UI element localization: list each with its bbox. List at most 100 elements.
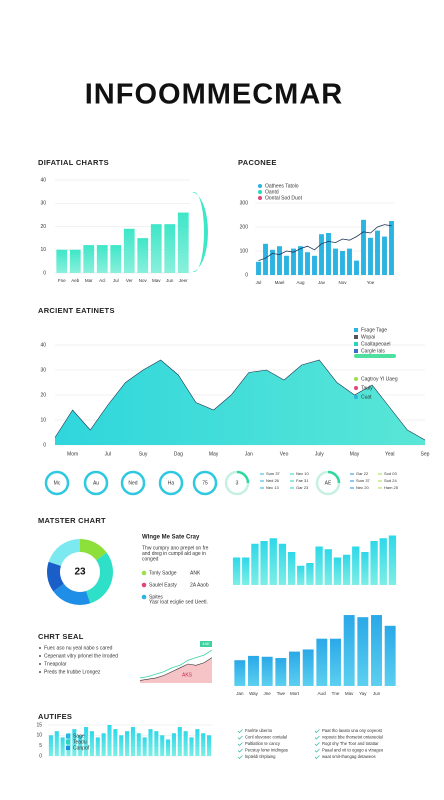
bar — [298, 246, 303, 275]
text-body: and dreg in cumpil ald age in — [142, 551, 206, 557]
check-icon — [314, 729, 320, 733]
bar — [69, 249, 81, 273]
bar — [316, 638, 328, 686]
check-icon — [314, 755, 320, 759]
y-tick-label: 10 — [40, 417, 46, 423]
x-tick-label: Jul — [256, 280, 262, 285]
key-label: Fae 31 — [296, 478, 309, 483]
bar — [342, 554, 351, 585]
y-tick-label: 20 — [40, 224, 46, 230]
legend-swatch — [354, 386, 358, 390]
x-tick-label: Aeb — [71, 278, 80, 283]
key-label: Ned 26 — [266, 478, 280, 483]
bar — [343, 615, 355, 686]
check-icon — [314, 742, 320, 746]
ring — [120, 470, 146, 496]
bar — [330, 638, 341, 686]
legend-label: Tauly — [361, 385, 373, 391]
bar — [354, 260, 359, 275]
x-tick-label: Yay — [359, 691, 367, 696]
x-tick-label: May — [209, 451, 219, 457]
ring-arc — [327, 470, 341, 484]
x-tick-label: Fne — [58, 278, 66, 283]
bar — [371, 615, 382, 686]
bar — [352, 546, 360, 585]
bullet — [39, 671, 41, 673]
x-tick-label: Jan — [236, 691, 244, 696]
bar — [110, 245, 122, 273]
bar — [361, 552, 369, 585]
key-label: Sod 24 — [384, 478, 397, 483]
section-title: MATSTER CHART — [38, 516, 106, 525]
legend-label: Fsage Tage — [361, 327, 387, 333]
legend-swatch — [66, 746, 70, 750]
bar — [382, 236, 387, 275]
y-tick-label: 300 — [240, 200, 249, 206]
bar — [107, 725, 112, 756]
bar — [270, 249, 275, 275]
bullet-text: Tneapolar — [44, 661, 67, 667]
ring-label: Mc — [54, 480, 61, 486]
bar — [287, 552, 296, 585]
line — [54, 359, 426, 441]
section-title: PACONEE — [238, 158, 277, 167]
x-tick-label: Dag — [174, 451, 183, 457]
section-title: DIFATIAL CHARTS — [38, 158, 109, 167]
ring-label: Ned — [128, 480, 137, 486]
x-tick-label: Mav — [345, 691, 354, 696]
bullet — [39, 663, 41, 665]
x-tick-label: Aug — [296, 280, 305, 285]
legend-label: Cuat — [361, 394, 372, 400]
donut-segment — [48, 539, 80, 566]
x-tick-label: Suy — [139, 451, 148, 457]
legend-label: Canpof — [73, 745, 90, 751]
ring — [83, 470, 109, 496]
legend-bar — [354, 354, 396, 358]
check-text: Paat tho lavato una ony ooyeost — [322, 728, 383, 733]
key-label: Nec 13 — [266, 485, 279, 490]
bar — [183, 731, 188, 756]
key-label: Sum 37 — [266, 471, 281, 476]
x-tick-label: Mar — [85, 278, 93, 283]
check-text: Conl oluvosoc contalal — [245, 735, 287, 740]
area — [55, 360, 425, 445]
bar — [256, 261, 261, 275]
legend-label: Cargle Ials — [361, 348, 385, 354]
key-label: Sod 03 — [384, 471, 397, 476]
check-text: Pecstuy lonw Intdingas — [245, 748, 288, 753]
check-icon — [237, 742, 243, 746]
bar — [177, 727, 182, 756]
section-title: AUTIFES — [38, 712, 72, 721]
bar — [275, 658, 287, 686]
series-label: 4AE — [202, 641, 210, 646]
x-tick-label: Acl — [99, 278, 105, 283]
x-tick-label: Jun — [373, 691, 381, 696]
bullet — [39, 655, 41, 657]
legend-swatch — [258, 184, 262, 188]
item-icon — [141, 570, 147, 576]
ring — [192, 470, 218, 496]
check-icon — [314, 735, 320, 740]
bar — [315, 546, 323, 585]
bar — [83, 245, 95, 273]
y-tick-label: 30 — [40, 201, 46, 207]
bar — [324, 549, 332, 585]
bar — [361, 219, 366, 275]
bar — [130, 727, 135, 756]
y-tick-label: 15 — [36, 722, 42, 728]
x-tick-label: Jav — [318, 280, 326, 285]
x-tick-label: Nov — [139, 278, 148, 283]
x-tick-label: Jne — [264, 691, 272, 696]
text-body: Thw cumpry ano prepel on fre — [142, 545, 209, 551]
legend-label: Teadu — [73, 739, 87, 745]
legend-swatch — [258, 196, 262, 200]
text-body: conged — [142, 556, 159, 562]
bar — [150, 224, 162, 273]
x-tick-label: Mael — [275, 280, 285, 285]
legend-swatch — [354, 342, 358, 346]
item-label: Saulel Easty — [149, 582, 177, 588]
bar — [148, 729, 153, 756]
bar — [84, 727, 89, 756]
x-tick-label: Way — [249, 691, 259, 696]
